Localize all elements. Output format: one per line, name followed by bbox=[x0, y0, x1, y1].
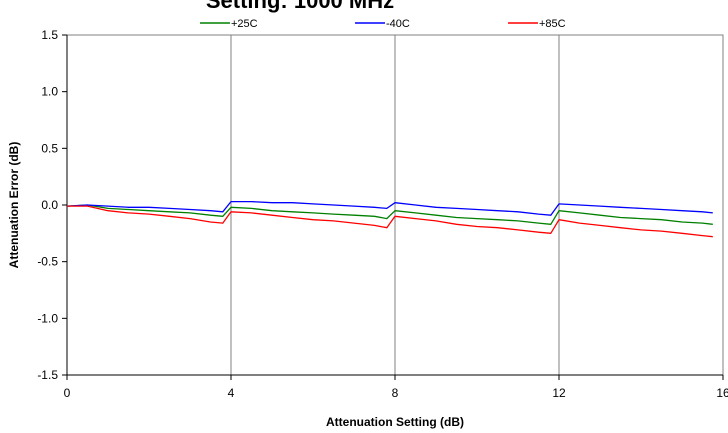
y-tick-label-5: -1.0 bbox=[37, 311, 58, 325]
x-tick-label-4: 16 bbox=[716, 386, 728, 400]
series-line--40C bbox=[66, 200, 713, 216]
x-tick-label-2: 8 bbox=[392, 386, 399, 400]
tick-labels: 1.5 1.0 0.5 0.0 -0.5 -1.0 -1.5 0 4 8 12 16 bbox=[37, 28, 728, 400]
axes bbox=[62, 34, 724, 380]
series-group bbox=[66, 200, 713, 238]
plot-area bbox=[62, 34, 724, 380]
series-line-+85C bbox=[67, 205, 713, 238]
chart-title: Setting: 1000 MHz bbox=[206, 0, 394, 13]
x-tick-label-0: 0 bbox=[64, 386, 71, 400]
y-axis-title: Attenuation Error (dB) bbox=[7, 142, 21, 269]
y-tick-label-0: 1.5 bbox=[41, 28, 58, 42]
legend-label-+25C: +25C bbox=[231, 18, 258, 30]
series-line-+25C bbox=[66, 204, 713, 225]
x-tick-label-3: 12 bbox=[552, 386, 566, 400]
y-tick-label-2: 0.5 bbox=[41, 141, 58, 155]
legend-label-+85C: +85C bbox=[539, 18, 566, 30]
legend: +25C -40C +85C bbox=[200, 18, 566, 30]
x-tick-label-1: 4 bbox=[228, 386, 235, 400]
y-tick-label-6: -1.5 bbox=[37, 368, 58, 382]
x-axis-title: Attenuation Setting (dB) bbox=[326, 415, 464, 429]
y-tick-label-4: -0.5 bbox=[37, 255, 58, 269]
legend-label--40C: -40C bbox=[386, 18, 410, 30]
gridlines bbox=[230, 35, 560, 375]
y-tick-label-3: 0.0 bbox=[41, 198, 58, 212]
y-tick-label-1: 1.0 bbox=[41, 85, 58, 99]
